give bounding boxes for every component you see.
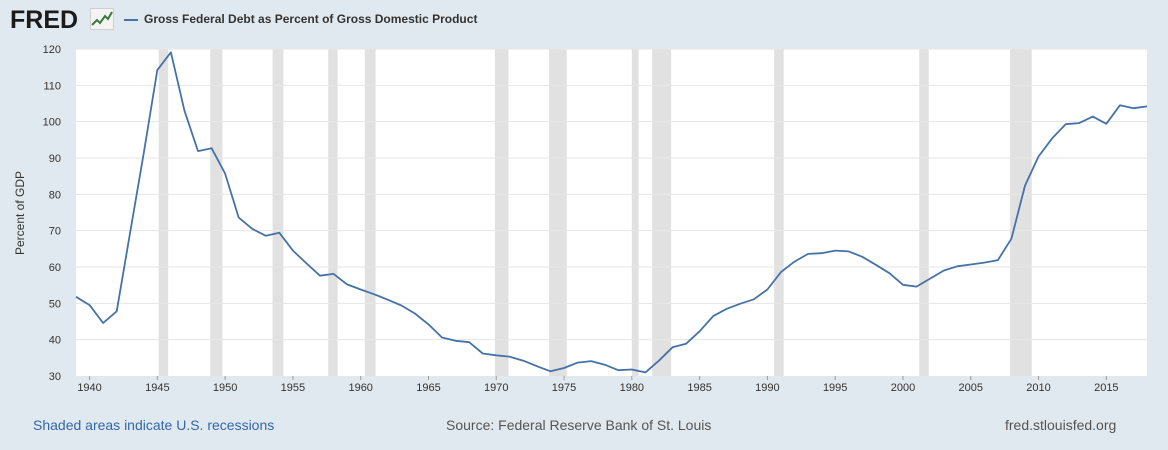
y-tick-label: 30 [49,371,61,383]
x-tick-label: 1950 [213,382,237,394]
y-tick-label: 80 [49,189,61,201]
x-tick-label: 1975 [552,382,576,394]
recession-band [652,49,672,376]
recession-band [210,49,223,376]
x-tick-label: 1980 [620,382,644,394]
x-tick-label: 1985 [687,382,711,394]
x-tick-label: 2000 [891,382,915,394]
y-axis-ticks: 30 40 50 60 70 80 90 100 110 120 [43,44,61,383]
fred-logo[interactable]: FRED [10,6,79,34]
recession-note-link[interactable]: Shaded areas indicate U.S. recessions [33,417,275,433]
y-tick-label: 50 [49,298,61,310]
y-tick-label: 120 [43,44,61,56]
plot-area [76,49,1147,376]
y-tick-label: 100 [43,117,61,129]
x-tick-label: 1970 [484,382,508,394]
x-tick-label: 1955 [281,382,305,394]
x-tick-label: 1945 [145,382,169,394]
y-tick-label: 40 [49,335,61,347]
legend-line-swatch [124,19,138,21]
recession-band [158,49,169,376]
recession-band [549,49,567,376]
x-axis-ticks: 1940 1945 1950 1955 1960 1965 1970 1975 1980 1985… [77,376,1119,394]
recession-band [494,49,509,376]
recession-band [919,49,929,376]
series-layer [75,51,1148,374]
y-tick-label: 110 [43,80,61,92]
x-tick-label: 1990 [755,382,779,394]
recession-band [364,49,376,376]
y-tick-label: 60 [49,262,61,274]
site-url: fred.stlouisfed.org [1005,417,1117,433]
x-tick-label: 1960 [348,382,372,394]
recession-shading-layer [158,49,1032,376]
recession-band [774,49,784,376]
x-tick-label: 2010 [1026,382,1050,394]
legend-label[interactable]: Gross Federal Debt as Percent of Gross D… [144,12,478,26]
recession-band [1010,49,1032,376]
x-tick-label: 2015 [1094,382,1118,394]
header: FRED Gross Federal Debt as Percent of Gr… [0,0,1168,40]
x-tick-label: 1940 [77,382,101,394]
y-axis-label: Percent of GDP [13,171,27,255]
y-tick-label: 90 [49,153,61,165]
source-text: Source: Federal Reserve Bank of St. Loui… [446,417,712,433]
fred-logo-graph-icon [90,8,114,30]
chart: 30 40 50 60 70 80 90 100 110 120 1940 1945 1950 1955… [13,44,1148,394]
x-tick-label: 1965 [416,382,440,394]
x-tick-label: 2005 [959,382,983,394]
series-line[interactable] [75,51,1148,374]
recession-band [328,49,338,376]
y-tick-label: 70 [49,226,61,238]
x-tick-label: 1995 [823,382,847,394]
recession-band [272,49,284,376]
recession-band [631,49,639,376]
